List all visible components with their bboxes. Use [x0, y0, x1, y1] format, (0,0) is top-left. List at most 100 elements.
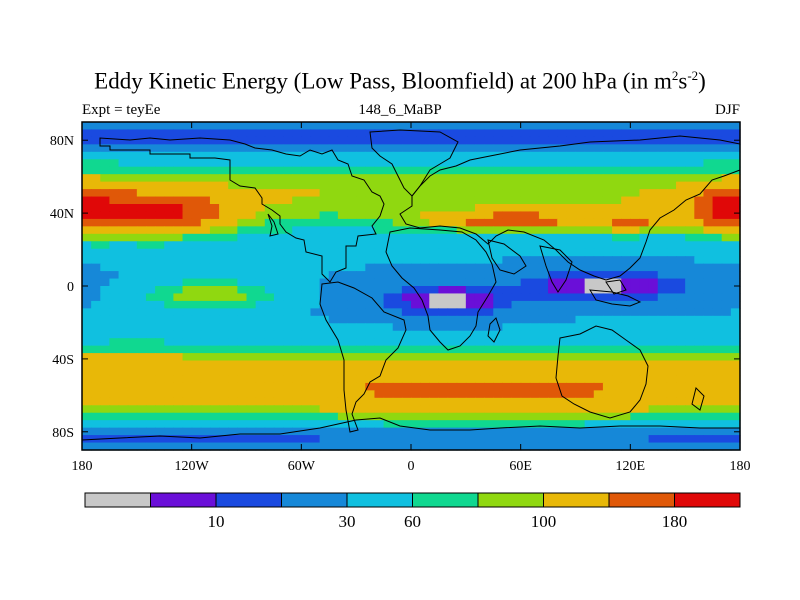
field-cell [721, 323, 732, 332]
field-cell [91, 136, 101, 145]
field-cell [712, 256, 723, 265]
field-cell [145, 420, 156, 429]
field-cell [429, 241, 440, 250]
field-cell [337, 122, 348, 131]
field-cell [173, 435, 184, 444]
field-cell [145, 196, 156, 205]
field-cell [685, 390, 695, 399]
field-cell [127, 189, 138, 198]
field-cell [301, 360, 312, 369]
field-cell [118, 204, 129, 213]
field-cell [666, 405, 677, 414]
field-cell [246, 196, 257, 205]
field-cell [301, 263, 312, 272]
field-cell [529, 174, 540, 183]
field-cell [557, 300, 567, 309]
field-cell [347, 256, 357, 265]
field-cell [502, 315, 513, 324]
field-cell [155, 382, 165, 391]
field-cell [246, 435, 257, 444]
field-cell [566, 323, 577, 332]
field-cell [584, 129, 595, 138]
field-cell [127, 122, 138, 131]
field-cell [283, 397, 293, 406]
field-cell [401, 315, 412, 324]
field-cell [164, 420, 174, 429]
field-cell [557, 338, 567, 347]
field-cell [136, 256, 147, 265]
field-cell [474, 323, 485, 332]
field-cell [712, 442, 723, 451]
field-cell [292, 129, 302, 138]
field-cell [447, 248, 458, 257]
field-cell [173, 300, 184, 309]
field-cell [301, 293, 312, 302]
field-cell [273, 397, 284, 406]
field-cell [100, 233, 111, 242]
field-cell [429, 144, 440, 153]
field-cell [136, 136, 147, 145]
field-cell [145, 241, 156, 250]
field-cell [191, 323, 202, 332]
field-cell [209, 308, 220, 317]
field-cell [520, 323, 531, 332]
field-cell [255, 345, 266, 354]
field-cell [200, 412, 211, 421]
field-cell [520, 368, 531, 377]
field-cell [685, 397, 695, 406]
field-cell [292, 300, 302, 309]
field-cell [548, 375, 558, 384]
field-cell [292, 144, 302, 153]
field-cell [319, 353, 330, 362]
field-cell [237, 271, 248, 280]
field-cell [219, 211, 229, 220]
field-cell [685, 293, 695, 302]
field-cell [484, 181, 494, 190]
subtitle-run-id: 148_6_MaBP [358, 102, 442, 118]
field-cell [91, 218, 101, 227]
field-cell [164, 181, 174, 190]
field-cell [502, 181, 513, 190]
field-cell [109, 293, 120, 302]
field-cell [328, 308, 339, 317]
field-cell [502, 122, 513, 131]
field-cell [456, 136, 467, 145]
field-cell [621, 330, 631, 339]
field-cell [520, 233, 531, 242]
field-cell [237, 338, 248, 347]
field-cell [429, 256, 440, 265]
field-cell [538, 286, 549, 295]
field-cell [209, 189, 220, 198]
field-cell [502, 435, 513, 444]
field-cell [127, 412, 138, 421]
field-cell [246, 278, 257, 287]
field-cell [566, 375, 577, 384]
x-tick-label: 180 [730, 459, 751, 474]
field-cell [173, 144, 184, 153]
field-cell [392, 442, 403, 451]
field-cell [666, 442, 677, 451]
field-cell [529, 353, 540, 362]
field-cell [676, 226, 686, 235]
field-cell [465, 390, 476, 399]
field-cell [118, 405, 129, 414]
field-cell [246, 271, 257, 280]
field-cell [219, 233, 229, 242]
field-cell [520, 390, 531, 399]
field-cell [657, 368, 668, 377]
field-cell [447, 263, 458, 272]
field-cell [200, 360, 211, 369]
field-cell [612, 181, 622, 190]
field-cell [411, 382, 421, 391]
field-cell [365, 226, 376, 235]
field-cell [502, 397, 513, 406]
field-cell [529, 345, 540, 354]
field-cell [474, 427, 485, 436]
field-cell [429, 181, 440, 190]
field-cell [145, 136, 156, 145]
field-cell [429, 122, 440, 131]
field-cell [374, 166, 385, 175]
field-cell [310, 271, 321, 280]
field-cell [100, 412, 111, 421]
field-cell [209, 412, 220, 421]
